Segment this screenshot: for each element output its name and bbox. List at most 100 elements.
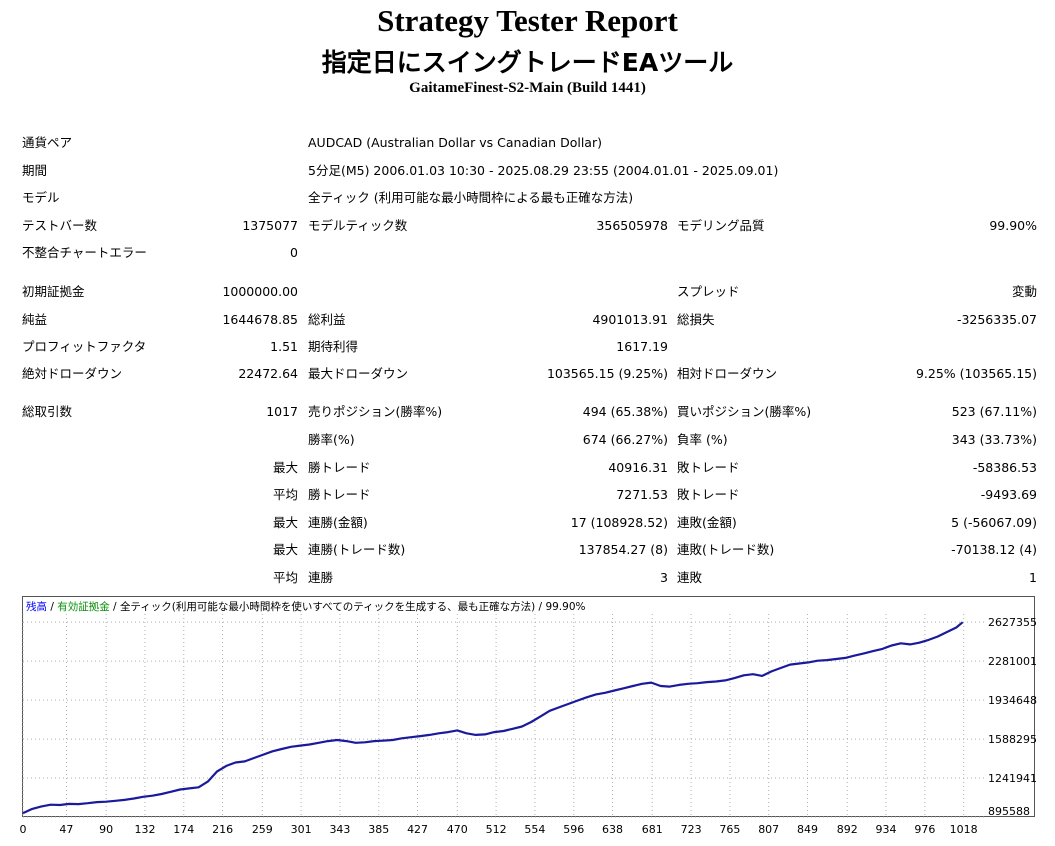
avg-cons-wins-value: 3 <box>660 570 668 585</box>
y-tick-labels: 2627355 2281001 1934648 1588295 1241941 89558… <box>988 616 1037 818</box>
x-tick-label: 807 <box>758 823 779 836</box>
spread-value: 変動 <box>1011 284 1037 299</box>
legend-separator: / <box>110 601 120 613</box>
legend-balance: 残高 <box>26 600 47 613</box>
expected-payoff-label: 期待利得 <box>308 339 359 354</box>
long-positions-label: 買いポジション(勝率%) <box>677 404 812 419</box>
chart-frame <box>22 596 1035 817</box>
report-title: Strategy Tester Report <box>377 3 678 38</box>
total-trades-label: 総取引数 <box>22 404 73 419</box>
total-trades-value: 1017 <box>266 404 298 419</box>
model-label: モデル <box>22 190 60 205</box>
rel-drawdown-value: 9.25% (103565.15) <box>915 366 1037 381</box>
profit-factor-label: プロフィットファクタ <box>22 339 147 354</box>
x-tick-labels: 0 47 90 132 174 216 259 301 343 385 427 470 512 554 59… <box>20 823 978 836</box>
largest-win-value: 40916.31 <box>608 460 668 475</box>
report-subtitle: 指定日にスイングトレードEAツール <box>321 48 734 77</box>
short-positions-label: 売りポジション(勝率%) <box>308 404 443 419</box>
x-tick-label: 638 <box>602 823 623 836</box>
legend-separator: / <box>535 601 545 613</box>
max-cons-wins-value: 17 (108928.52) <box>570 515 668 530</box>
legend-quality: 99.90% <box>545 601 585 613</box>
x-tick-label: 892 <box>837 823 858 836</box>
max-cons-lossamt-label: 連敗(トレード数) <box>677 542 775 557</box>
largest-win-label: 勝トレード <box>308 460 371 475</box>
short-positions-value: 494 (65.38%) <box>582 404 668 419</box>
x-tick-label: 723 <box>681 823 702 836</box>
prefix-avg: 平均 <box>272 570 298 585</box>
y-tick-label: 2281001 <box>988 655 1037 668</box>
period-label: 期間 <box>22 163 48 178</box>
y-tick-label: 1588295 <box>988 733 1037 746</box>
x-tick-label: 512 <box>486 823 507 836</box>
profit-factor-value: 1.51 <box>270 339 298 354</box>
x-tick-label: 216 <box>212 823 233 836</box>
max-cons-losses-label: 連敗(金額) <box>677 515 737 530</box>
x-tick-label: 259 <box>252 823 273 836</box>
prefix-max: 最大 <box>272 515 298 530</box>
avg-loss-value: -9493.69 <box>980 487 1037 502</box>
x-tick-label: 934 <box>876 823 897 836</box>
x-tick-label: 343 <box>329 823 350 836</box>
max-cons-profit-value: 137854.27 (8) <box>578 542 668 557</box>
gross-loss-value: -3256335.07 <box>956 312 1037 327</box>
balance-chart-svg: 0 47 90 132 174 216 259 301 343 385 427 470 512 554 59… <box>20 596 1037 836</box>
win-rate-value: 674 (66.27%) <box>582 432 668 447</box>
x-tick-label: 849 <box>797 823 818 836</box>
mismatch-label: 不整合チャートエラー <box>22 245 147 260</box>
x-tick-label: 681 <box>642 823 663 836</box>
model-value: 全ティック (利用可能な最小時間枠による最も正確な方法) <box>308 190 634 205</box>
rel-drawdown-label: 相対ドローダウン <box>677 366 778 381</box>
largest-loss-value: -58386.53 <box>972 460 1037 475</box>
avg-loss-label: 敗トレード <box>677 487 740 502</box>
avg-win-value: 7271.53 <box>616 487 668 502</box>
chart-grid <box>22 614 984 818</box>
pair-label: 通貨ペア <box>22 135 73 150</box>
x-tick-label: 385 <box>368 823 389 836</box>
mismatch-value: 0 <box>290 245 298 260</box>
x-tick-label: 90 <box>99 823 113 836</box>
quality-label: モデリング品質 <box>677 218 765 233</box>
x-tick-label: 132 <box>134 823 155 836</box>
spread-label: スプレッド <box>677 284 740 299</box>
max-drawdown-value: 103565.15 (9.25%) <box>546 366 668 381</box>
abs-drawdown-label: 絶対ドローダウン <box>22 366 123 381</box>
net-profit-value: 1644678.85 <box>222 312 298 327</box>
gross-profit-value: 4901013.91 <box>592 312 668 327</box>
prefix-max: 最大 <box>272 460 298 475</box>
avg-cons-losses-label: 連敗 <box>677 570 703 585</box>
win-rate-label: 勝率(%) <box>308 432 355 447</box>
legend-model: 全ティック(利用可能な最小時間枠を使いすべてのティックを生成する、最も正確な方法… <box>120 600 535 613</box>
bars-label: テストバー数 <box>22 218 98 233</box>
prefix-max: 最大 <box>272 542 298 557</box>
y-tick-label: 1934648 <box>988 694 1037 707</box>
ticks-label: モデルティック数 <box>308 218 408 233</box>
pair-value: AUDCAD (Australian Dollar vs Canadian Do… <box>308 135 602 150</box>
avg-cons-wins-label: 連勝 <box>308 570 334 585</box>
x-tick-label: 470 <box>447 823 468 836</box>
loss-rate-value: 343 (33.73%) <box>951 432 1037 447</box>
prefix-avg: 平均 <box>272 487 298 502</box>
deposit-label: 初期証拠金 <box>22 284 85 299</box>
x-tick-label: 554 <box>524 823 545 836</box>
y-tick-label: 895588 <box>988 805 1030 818</box>
x-tick-label: 174 <box>173 823 194 836</box>
balance-chart: 0 47 90 132 174 216 259 301 343 385 427 470 512 554 59… <box>20 596 1037 836</box>
max-cons-losses-value: 5 (-56067.09) <box>951 515 1037 530</box>
x-tick-label: 427 <box>407 823 428 836</box>
expected-payoff-value: 1617.19 <box>616 339 668 354</box>
x-tick-label: 976 <box>914 823 935 836</box>
abs-drawdown-value: 22472.64 <box>238 366 298 381</box>
x-tick-label: 1018 <box>950 823 978 836</box>
quality-value: 99.90% <box>989 218 1037 233</box>
largest-loss-label: 敗トレード <box>677 460 740 475</box>
period-value: 5分足(M5) 2006.01.03 10:30 - 2025.08.29 23… <box>308 163 779 178</box>
chart-legend: 残高 / 有効証拠金 / 全ティック(利用可能な最小時間枠を使いすべてのティック… <box>26 600 585 613</box>
long-positions-value: 523 (67.11%) <box>951 404 1037 419</box>
gross-profit-label: 総利益 <box>308 312 346 327</box>
x-tick-label: 765 <box>719 823 740 836</box>
balance-series-line <box>22 621 964 815</box>
legend-equity: 有効証拠金 <box>57 600 110 613</box>
net-profit-label: 純益 <box>22 312 48 327</box>
ticks-value: 356505978 <box>596 218 668 233</box>
